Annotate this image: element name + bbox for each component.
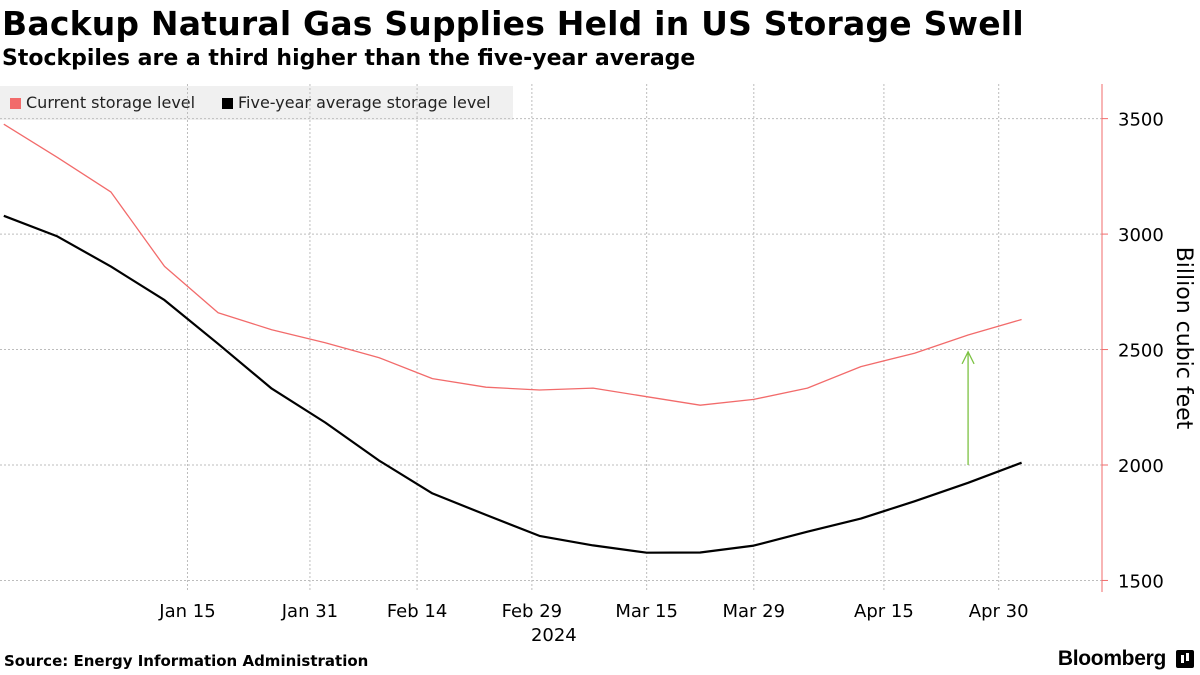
legend-item-current: Current storage level	[10, 86, 195, 120]
chart-title: Backup Natural Gas Supplies Held in US S…	[2, 4, 1024, 43]
legend: Current storage level Five-year average …	[0, 86, 513, 120]
source-note: Source: Energy Information Administratio…	[4, 652, 369, 670]
y-tick-label-3000: 3000	[1118, 225, 1164, 246]
y-axis-title: Billion cubic feet	[1171, 247, 1196, 430]
x-tick-label-60: Feb 29	[502, 601, 563, 622]
x-year-label: 2024	[531, 625, 577, 646]
legend-swatch-average	[222, 98, 233, 109]
series-line-current	[3, 123, 1022, 406]
y-tick-label-1500: 1500	[1118, 571, 1164, 592]
x-tick-label-121: Apr 30	[969, 601, 1029, 622]
y-tick-label-2000: 2000	[1118, 456, 1164, 477]
y-tick-label-2500: 2500	[1118, 341, 1164, 362]
legend-label-average: Five-year average storage level	[238, 93, 491, 112]
x-tick-label-45: Feb 14	[387, 601, 448, 622]
chart-subtitle: Stockpiles are a third higher than the f…	[2, 46, 696, 71]
legend-label-current: Current storage level	[26, 93, 196, 112]
x-tick-label-31: Jan 31	[281, 601, 338, 622]
annotation-arrow-head	[961, 350, 975, 365]
x-tick-label-75: Mar 15	[615, 601, 678, 622]
legend-swatch-current	[10, 98, 21, 109]
x-tick-label-106: Apr 15	[854, 601, 914, 622]
bloomberg-logo: Bloomberg	[1057, 647, 1166, 670]
legend-item-average: Five-year average storage level	[222, 86, 491, 120]
y-tick-label-3500: 3500	[1118, 110, 1164, 131]
x-tick-label-89: Mar 29	[723, 601, 786, 622]
series-line-average	[3, 214, 1022, 554]
x-tick-label-15: Jan 15	[158, 601, 215, 622]
bloomberg-icon	[1176, 650, 1194, 668]
